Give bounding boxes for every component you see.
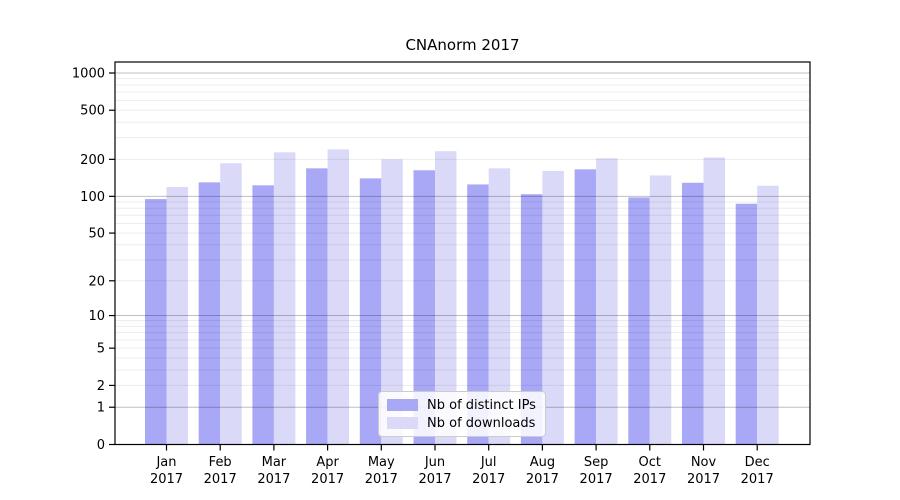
y-tick-label-10: 10 [88,309,105,324]
plot-border [114,61,811,446]
bar-jan-downloads [166,187,188,445]
y-tick-label-50: 50 [88,227,105,242]
legend: Nb of distinct IPs Nb of downloads [378,391,546,437]
y-tick-label-5: 5 [97,342,105,357]
bar-jun-distinct-ips [413,170,435,445]
legend-item-downloads: Nb of downloads [387,417,545,430]
y-tick-label-200: 200 [80,153,105,168]
legend-label-downloads: Nb of downloads [427,415,536,431]
legend-item-distinct-ips: Nb of distinct IPs [387,399,545,412]
bar-aug-distinct-ips [520,194,543,445]
bar-dec-distinct-ips [735,203,758,445]
bar-apr-distinct-ips [306,168,328,445]
y-tick-label-500: 500 [80,104,105,119]
bar-sep-downloads [596,158,618,445]
legend-label-distinct-ips: Nb of distinct IPs [427,397,536,413]
x-tick-label-oct: Oct 2017 [633,455,666,487]
bar-nov-downloads [703,157,725,445]
x-tick-label-apr: Apr 2017 [311,455,344,487]
bar-aug-downloads [542,170,564,445]
bar-jan-distinct-ips [145,199,167,445]
bar-nov-distinct-ips [682,182,704,445]
x-tick-label-jan: Jan 2017 [150,455,183,487]
y-tick-label-20: 20 [88,274,105,289]
chart-title: CNAnorm 2017 [405,36,520,54]
bar-may-downloads [381,159,403,445]
x-tick-label-dec: Dec 2017 [741,455,774,487]
x-tick-label-jun: Jun 2017 [418,455,451,487]
x-tick-label-mar: Mar 2017 [257,455,290,487]
bar-mar-distinct-ips [252,185,274,445]
x-tick-label-aug: Aug 2017 [526,455,559,487]
bar-may-distinct-ips [359,178,382,445]
x-tick-label-may: May 2017 [365,455,398,487]
x-tick-label-feb: Feb 2017 [204,455,237,487]
x-tick-label-jul: Jul 2017 [472,455,505,487]
bar-feb-distinct-ips [198,182,221,445]
bar-mar-downloads [273,152,296,445]
bar-apr-downloads [327,149,350,445]
bar-dec-downloads [757,185,779,445]
bar-oct-downloads [649,175,672,445]
bar-oct-distinct-ips [628,197,650,445]
legend-swatch-distinct-ips [387,399,418,411]
bar-sep-distinct-ips [574,169,597,445]
x-tick-label-sep: Sep 2017 [580,455,613,487]
x-tick-label-nov: Nov 2017 [687,455,720,487]
bar-jun-downloads [435,151,457,445]
bar-jul-distinct-ips [467,184,489,445]
bar-jul-downloads [488,168,511,445]
legend-swatch-downloads [387,417,418,429]
bar-feb-downloads [220,163,242,445]
y-tick-label-1000: 1000 [72,67,105,82]
y-tick-label-100: 100 [80,190,105,205]
y-tick-label-0: 0 [97,438,105,453]
y-tick-label-2: 2 [97,379,105,394]
y-tick-label-1: 1 [97,401,105,416]
